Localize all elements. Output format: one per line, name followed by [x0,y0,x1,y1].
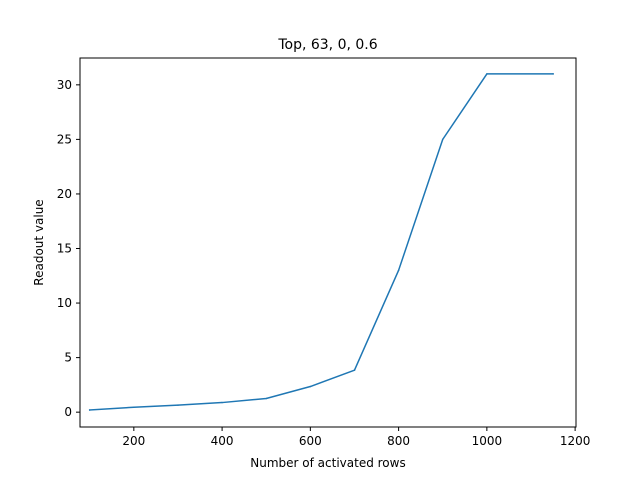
x-tick-label: 200 [122,434,145,448]
y-tick-label: 0 [64,405,72,419]
data-point [552,73,554,75]
plot-area [88,73,554,411]
x-tick-label: 1200 [560,434,591,448]
data-point [441,138,444,141]
data-point [265,397,267,400]
x-axis: 200 400 600 800 1000 1200 [122,427,590,448]
y-tick-label: 20 [57,187,72,201]
x-tick-label: 600 [299,434,322,448]
y-tick-label: 30 [57,78,72,92]
y-tick-label: 5 [64,351,72,365]
x-axis-label: Number of activated rows [250,456,405,470]
data-point [88,409,91,411]
data-point [309,385,312,388]
y-tick-label: 10 [57,296,72,310]
x-tick-label: 400 [211,434,234,448]
chart-title: Top, 63, 0, 0.6 [277,37,377,53]
axes-frame [79,57,577,428]
data-point [177,404,179,406]
data-point [353,369,356,371]
data-point [486,73,488,75]
y-axis: 0 5 10 15 20 25 30 [57,78,80,419]
y-tick-label: 15 [57,242,72,256]
y-tick-label: 25 [57,132,72,146]
y-axis-label: Readout value [32,199,46,285]
data-point [221,401,223,404]
x-tick-label: 800 [387,434,410,448]
data-point [133,406,135,408]
x-tick-label: 1000 [472,434,503,448]
data-point [397,269,400,272]
